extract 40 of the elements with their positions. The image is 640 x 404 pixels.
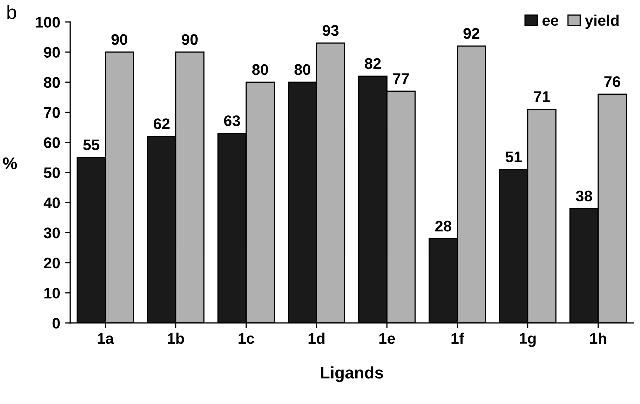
legend-label: yield — [585, 14, 619, 30]
data-label: 77 — [393, 74, 410, 84]
x-tick-label: 1e — [380, 333, 396, 344]
y-tick-label: 80 — [44, 77, 60, 88]
y-tick-label: 10 — [44, 288, 60, 299]
y-tick-label: 30 — [44, 228, 60, 239]
data-label: 55 — [83, 140, 100, 150]
x-tick-label: 1b — [168, 332, 184, 344]
y-tick-label: 40 — [44, 198, 60, 208]
y-tick-label: 50 — [44, 168, 60, 178]
y-tick-label: 70 — [44, 107, 60, 118]
data-label: 80 — [252, 64, 268, 76]
data-label: 82 — [365, 58, 382, 70]
x-axis-title: Ligands — [321, 366, 384, 382]
x-tick-label: 1f — [452, 332, 464, 344]
legend-label: ee — [542, 18, 559, 26]
y-tick-label: 0 — [52, 318, 60, 329]
data-label: 90 — [112, 34, 128, 46]
x-tick-label: 1a — [98, 333, 114, 344]
data-label: 92 — [464, 28, 480, 40]
y-axis-title: % — [3, 158, 18, 170]
data-label: 71 — [534, 92, 550, 102]
data-label: 62 — [154, 118, 170, 130]
text: b — [8, 5, 16, 20]
y-tick-label: 60 — [44, 137, 60, 148]
data-label: 93 — [322, 25, 339, 36]
x-tick-label: 1g — [520, 333, 536, 348]
data-label: 28 — [436, 220, 452, 232]
data-label: 80 — [294, 64, 311, 76]
data-label: 90 — [182, 34, 198, 46]
data-label: 38 — [576, 190, 592, 202]
x-tick-label: 1h — [590, 332, 606, 344]
x-tick-label: 1d — [308, 332, 325, 344]
y-tick-label: 90 — [44, 47, 60, 58]
y-tick-label: 100 — [36, 17, 60, 28]
data-label: 76 — [604, 76, 620, 88]
x-tick-label: 1c — [238, 333, 254, 344]
data-label: 51 — [506, 152, 522, 163]
y-tick-label: 20 — [44, 258, 60, 269]
data-label: 63 — [224, 116, 240, 126]
